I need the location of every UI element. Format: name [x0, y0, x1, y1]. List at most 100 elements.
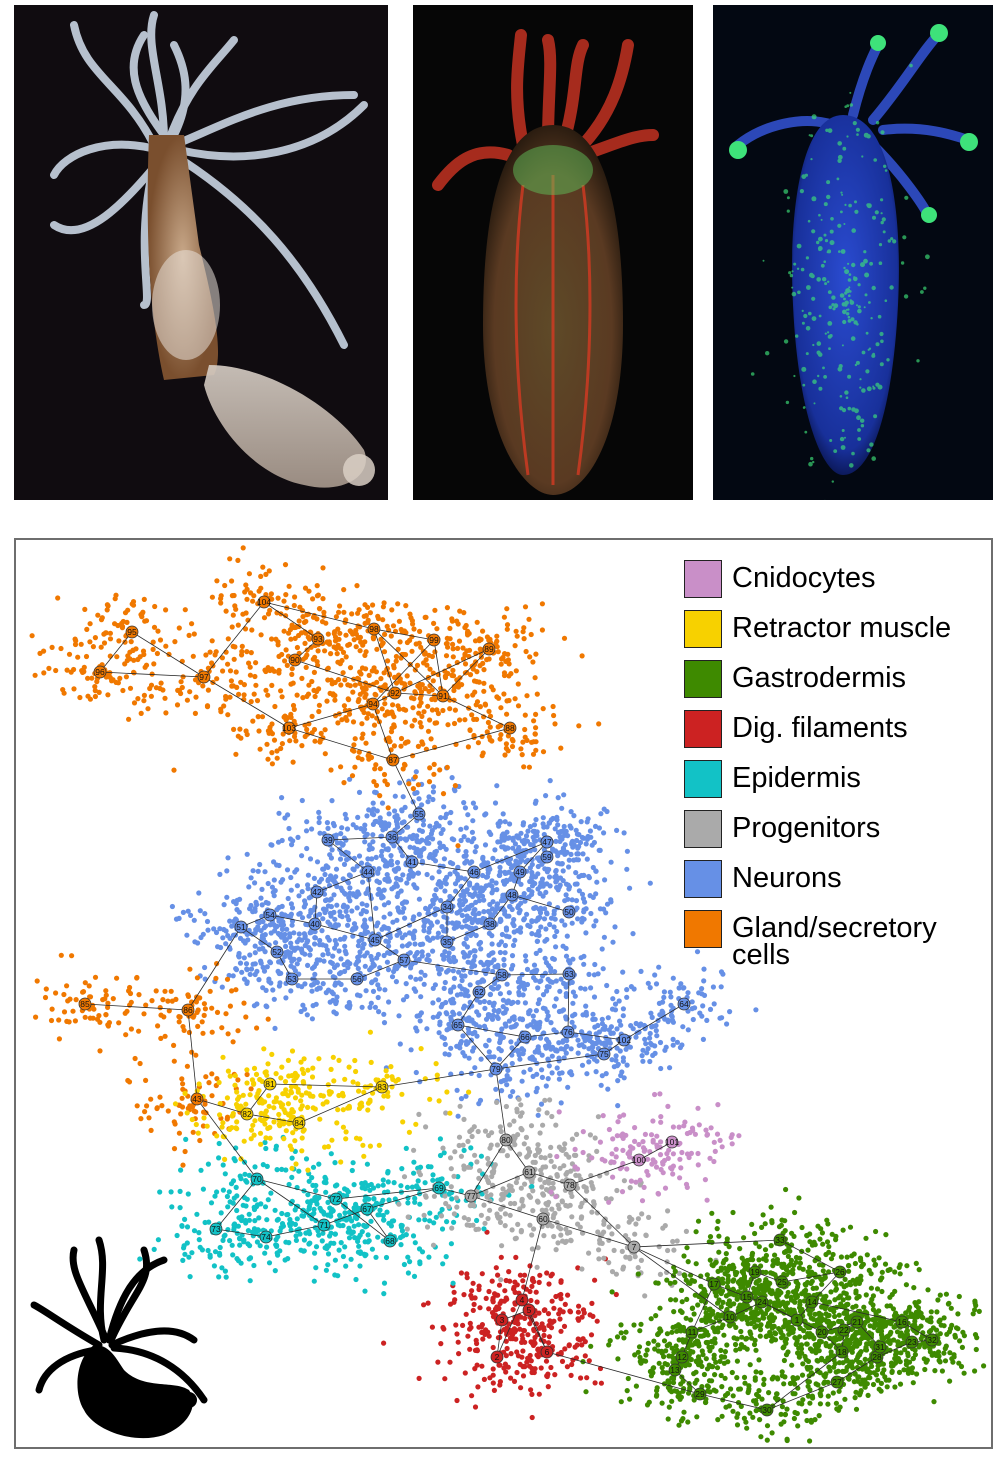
cell-point	[441, 1035, 447, 1041]
cell-point	[635, 1216, 642, 1222]
fluorescent-speckle	[765, 351, 770, 356]
cell-point	[547, 883, 553, 889]
fluorescent-speckle	[810, 456, 814, 461]
cell-point	[476, 1012, 482, 1018]
cell-point	[720, 1299, 726, 1305]
cell-point	[551, 1305, 557, 1311]
cell-point	[323, 990, 329, 996]
cell-point	[417, 1201, 423, 1207]
cell-point	[907, 1304, 913, 1310]
fluorescent-speckle	[866, 203, 872, 209]
cell-point	[829, 1321, 835, 1327]
cell-point	[684, 1296, 690, 1302]
cell-point	[761, 1256, 767, 1262]
fluorescent-speckle	[808, 311, 812, 316]
cell-point	[503, 1353, 509, 1359]
cell-point	[725, 1390, 731, 1397]
cell-point	[299, 984, 305, 990]
cell-point	[340, 1253, 346, 1260]
cell-point	[800, 1361, 806, 1367]
fluorescent-speckle	[840, 249, 846, 254]
cell-point	[863, 1235, 869, 1241]
cell-point	[762, 1221, 768, 1227]
cell-point	[522, 1315, 528, 1321]
cell-point	[857, 1350, 863, 1356]
cell-point	[417, 976, 423, 982]
fluorescent-speckle	[786, 209, 790, 213]
cell-point	[615, 1356, 621, 1362]
cell-point	[844, 1357, 850, 1363]
cell-point	[575, 916, 581, 922]
cell-point	[947, 1350, 953, 1356]
cell-point	[584, 819, 590, 825]
cell-point	[578, 985, 584, 991]
fluorescent-speckle	[838, 250, 841, 253]
cell-point	[664, 1269, 670, 1275]
cell-point	[533, 977, 539, 983]
cell-point	[512, 841, 518, 847]
cell-point	[573, 898, 580, 904]
cell-point	[411, 1159, 417, 1165]
cell-point	[541, 916, 548, 922]
fluorescent-speckle	[824, 332, 827, 335]
cell-point	[475, 1226, 482, 1232]
cell-point	[587, 893, 593, 899]
cell-point	[404, 880, 410, 886]
cell-point	[541, 1332, 547, 1338]
cell-point	[494, 903, 500, 909]
cell-point	[561, 792, 567, 798]
cell-point	[768, 1204, 774, 1210]
cell-point	[180, 909, 186, 915]
cell-point	[506, 990, 512, 996]
cell-point	[274, 862, 280, 868]
fluorescent-speckle	[872, 386, 876, 390]
cell-point	[825, 1401, 831, 1407]
cell-point	[498, 1277, 504, 1283]
cell-point	[330, 974, 336, 980]
cell-point	[518, 925, 524, 931]
cell-point	[551, 924, 557, 930]
cell-point	[279, 837, 285, 844]
cell-point	[277, 980, 283, 986]
cell-point	[383, 925, 389, 931]
cell-point	[478, 1056, 484, 1062]
cell-point	[195, 940, 201, 946]
cell-point	[635, 1265, 641, 1271]
fluorescent-speckle	[828, 305, 833, 310]
cell-point	[504, 845, 510, 851]
fluorescent-speckle	[857, 437, 862, 441]
cell-point	[336, 948, 342, 954]
fluorescent-speckle	[793, 262, 797, 266]
cell-point	[792, 1335, 798, 1341]
cell-point	[488, 831, 494, 837]
cell-point	[757, 1417, 763, 1423]
cell-point	[511, 1016, 517, 1022]
cell-point	[427, 1210, 433, 1216]
cell-point	[404, 993, 410, 1000]
cell-point	[190, 1129, 196, 1135]
cell-point	[737, 1386, 744, 1392]
cell-point	[562, 898, 568, 904]
cell-point	[527, 824, 533, 830]
cell-point	[698, 1298, 705, 1304]
cell-point	[668, 994, 674, 1000]
cell-point	[903, 1358, 910, 1364]
cell-point	[513, 1021, 519, 1028]
fluorescent-speckle	[847, 406, 852, 411]
cell-point	[407, 844, 413, 850]
cell-point	[568, 1372, 574, 1378]
cell-point	[357, 1232, 363, 1238]
cell-point	[574, 831, 581, 837]
cell-point	[564, 1364, 571, 1370]
cell-point	[376, 1009, 382, 1015]
cell-point	[650, 1365, 656, 1371]
cell-point	[441, 914, 447, 920]
cell-point	[757, 1327, 764, 1333]
cell-point	[656, 964, 662, 970]
cell-point	[546, 866, 552, 873]
cell-point	[444, 1219, 450, 1225]
cell-point	[325, 1251, 332, 1257]
cell-point	[465, 1333, 471, 1339]
cell-point	[237, 896, 243, 902]
fluorescent-speckle	[804, 430, 808, 434]
